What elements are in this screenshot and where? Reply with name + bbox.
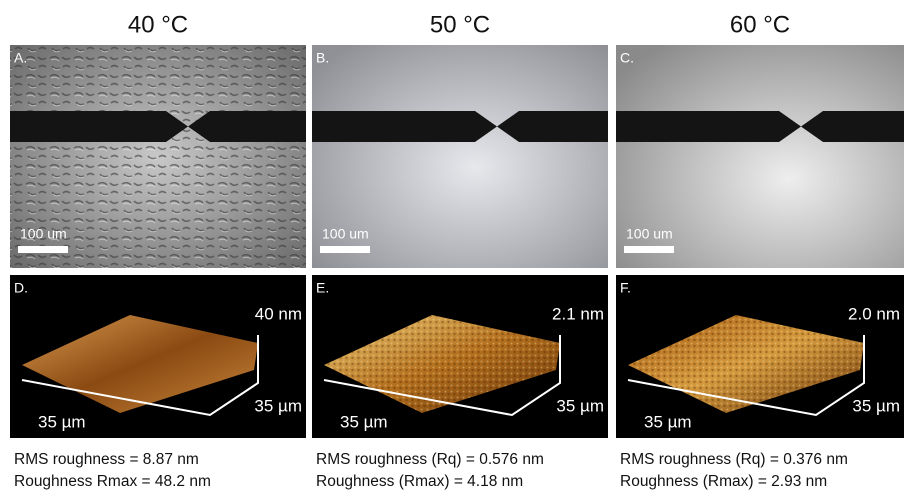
roughness: Roughness (Rmax) = 4.18 nm [316,473,523,490]
column-title: 60 °C [730,11,790,38]
figure: 40 °C A. 100 um D. 40 nm 35 µm 35 µm RMS roughn… [0,0,904,492]
afm-x-size: 35 µm [644,412,692,431]
roughness: Roughness Rmax = 48.2 nm [14,473,211,490]
afm-x-size: 35 µm [340,412,388,431]
afm-y-size: 35 µm [556,396,604,415]
electrode [312,111,497,142]
roughness: RMS roughness (Rq) = 0.376 nm [620,451,848,468]
electrode [616,111,801,142]
panel-label: C. [620,50,634,66]
roughness: Roughness (Rmax) = 2.93 nm [620,473,827,490]
scale-bar-label: 100 um [626,226,673,242]
electrode [10,111,188,142]
column-title: 50 °C [430,11,490,38]
electrode [801,111,904,142]
panel-label: E. [316,280,329,296]
roughness: RMS roughness = 8.87 nm [14,451,199,468]
panel-label: F. [620,280,631,296]
roughness: RMS roughness (Rq) = 0.576 nm [316,451,544,468]
afm-y-size: 35 µm [852,396,900,415]
scale-bar-label: 100 um [322,226,369,242]
afm-height: 2.1 nm [552,304,604,323]
column-title: 40 °C [128,11,188,38]
panel-label: A. [14,50,27,66]
scale-bar-label: 100 um [20,226,67,242]
afm-height: 40 nm [255,304,302,323]
scale-bar [624,246,674,253]
panel-label: B. [316,50,329,66]
scale-bar [320,246,370,253]
panel-label: D. [14,280,28,296]
afm-x-size: 35 µm [38,412,86,431]
scale-bar [18,246,68,253]
afm-y-size: 35 µm [254,396,302,415]
electrode [497,111,608,142]
afm-height: 2.0 nm [848,304,900,323]
electrode [188,111,306,142]
